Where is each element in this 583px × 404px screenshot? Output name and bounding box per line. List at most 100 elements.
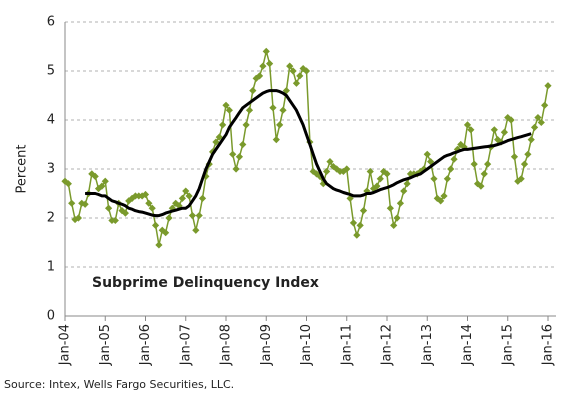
data-point (162, 229, 170, 237)
data-point (71, 215, 79, 224)
x-tick-label: Jan-11 (339, 324, 354, 366)
data-point (443, 175, 451, 183)
data-point (141, 190, 150, 199)
data-point (323, 167, 331, 176)
data-point (520, 160, 529, 168)
data-point (326, 158, 334, 166)
data-point (219, 121, 227, 129)
data-point (356, 221, 364, 229)
data-point (544, 82, 552, 90)
data-point (296, 72, 304, 80)
data-point (390, 221, 398, 229)
data-point (235, 153, 244, 161)
data-point (212, 138, 220, 146)
chart-title: Subprime Delinquency Index (92, 275, 319, 291)
data-point (437, 197, 445, 205)
data-point (239, 140, 247, 149)
data-point (440, 192, 448, 200)
x-tick-label: Jan-09 (259, 324, 274, 366)
data-point (145, 199, 153, 207)
x-tick-label: Jan-15 (500, 324, 515, 366)
data-point (480, 170, 488, 178)
data-point (81, 200, 89, 208)
data-point (292, 79, 301, 87)
data-point (316, 172, 324, 180)
y-tick-label: 5 (47, 64, 55, 79)
data-point (225, 106, 233, 114)
data-point (272, 136, 280, 144)
data-point (527, 136, 535, 144)
x-tick-label: Jan-08 (219, 324, 234, 366)
data-point (450, 155, 458, 163)
y-tick-label: 4 (47, 113, 55, 128)
data-point (195, 211, 203, 220)
data-point (366, 167, 374, 176)
data-point (484, 160, 492, 168)
x-tick-label: Jan-07 (178, 324, 193, 366)
data-point (403, 180, 411, 188)
data-point (269, 104, 277, 112)
y-tick-label: 6 (47, 15, 55, 30)
series-line (85, 89, 532, 218)
y-tick-label: 2 (47, 211, 55, 226)
data-point (447, 165, 455, 173)
data-point (101, 177, 109, 185)
data-point (396, 199, 405, 207)
data-point (279, 106, 287, 114)
data-point (198, 194, 207, 202)
data-point (383, 170, 391, 178)
data-point (64, 180, 72, 188)
data-point (229, 150, 237, 158)
data-point (507, 116, 515, 124)
data-point (510, 153, 519, 161)
data-point (376, 175, 384, 183)
data-point (346, 194, 354, 202)
data-point (148, 204, 156, 212)
data-point (61, 177, 69, 185)
data-point (393, 214, 401, 222)
data-point (192, 226, 200, 234)
data-point (262, 47, 270, 55)
x-tick-label: Jan-12 (380, 324, 395, 366)
x-tick-label: Jan-13 (420, 324, 435, 366)
data-point (165, 214, 173, 222)
data-point (423, 150, 431, 158)
data-point (517, 175, 525, 183)
x-tick-label: Jan-16 (541, 324, 556, 366)
data-point (353, 231, 361, 239)
data-point (302, 67, 311, 75)
data-point (178, 194, 186, 202)
data-point (255, 72, 264, 80)
data-point (98, 182, 106, 190)
data-point (534, 113, 542, 122)
data-point (500, 128, 508, 136)
data-point (276, 121, 284, 129)
data-point (182, 187, 190, 195)
data-point (373, 182, 381, 190)
data-point (463, 121, 472, 129)
data-point (74, 214, 83, 222)
data-point (427, 158, 435, 166)
data-point (349, 219, 358, 227)
data-point (400, 187, 408, 195)
data-point (477, 182, 485, 190)
data-point (121, 209, 129, 217)
data-point (222, 101, 230, 109)
data-point (386, 204, 394, 212)
data-point (537, 118, 545, 127)
y-tick-label: 1 (47, 260, 55, 275)
data-point (215, 133, 223, 141)
data-point (259, 62, 267, 70)
data-point (430, 175, 438, 183)
data-point (155, 241, 163, 249)
data-point (343, 165, 351, 173)
source-note: Source: Intex, Wells Fargo Securities, L… (4, 378, 234, 391)
data-point (188, 211, 197, 220)
data-point (289, 67, 297, 75)
data-point (232, 165, 240, 173)
data-point (524, 150, 532, 158)
data-point (68, 199, 76, 207)
y-tick-label: 3 (47, 162, 55, 177)
data-point (467, 126, 475, 134)
data-point (249, 87, 257, 95)
